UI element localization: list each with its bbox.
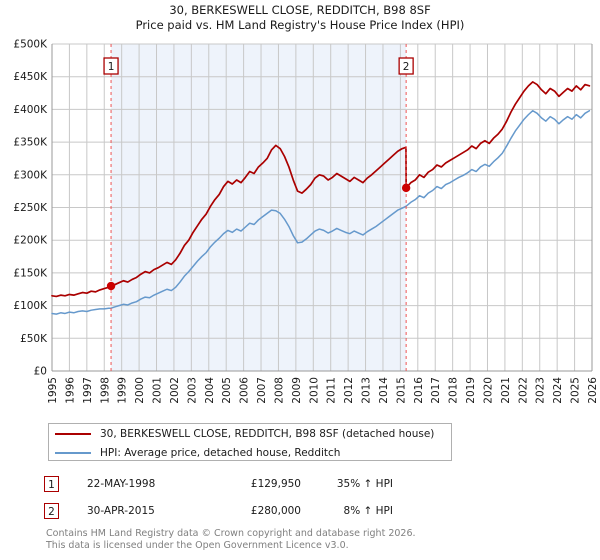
y-axis-tick-label: £400K	[13, 104, 48, 116]
x-axis-tick-label: 2015	[395, 377, 407, 404]
title-subtitle: Price paid vs. HM Land Registry's House …	[135, 18, 465, 32]
transaction-marker-box-1	[103, 57, 119, 75]
y-axis-tick-label: £350K	[13, 137, 48, 149]
x-axis-tick-label: 2025	[570, 377, 582, 404]
x-axis-tick-label: 2014	[378, 377, 390, 404]
transaction-date-1: 22-MAY-1998	[87, 477, 156, 490]
legend-item-price-paid: 30, BERKESWELL CLOSE, REDDITCH, B98 8SF …	[49, 424, 451, 443]
title-address: 30, BERKESWELL CLOSE, REDDITCH, B98 8SF	[169, 3, 431, 17]
x-axis-tick-label: 2026	[587, 377, 599, 404]
x-axis-tick-label: 2016	[413, 377, 425, 404]
x-axis-tick-label: 2018	[448, 377, 460, 404]
transaction-badge-2: 2	[44, 502, 59, 519]
x-axis-tick-label: 2008	[273, 377, 285, 404]
transactions-table: 1 22-MAY-1998 £129,950 35% ↑ HPI 2 30-AP…	[44, 470, 464, 524]
legend-label-hpi: HPI: Average price, detached house, Redd…	[100, 446, 341, 459]
y-axis-tick-label: £150K	[13, 267, 48, 279]
x-axis-tick-label: 2023	[535, 377, 547, 404]
legend-swatch-hpi	[55, 451, 91, 454]
x-axis-tick-label: 2019	[465, 377, 477, 404]
x-axis-tick-label: 2021	[500, 377, 512, 404]
x-axis-tick-label: 1997	[82, 377, 94, 404]
x-axis-tick-label: 2024	[552, 377, 564, 404]
page-title: 30, BERKESWELL CLOSE, REDDITCH, B98 8SF …	[0, 3, 600, 33]
price-history-line-chart: £0 £50K £100K £150K £200K £250K £300K £350K £400…	[13, 39, 599, 404]
y-axis-tick-label: £200K	[13, 235, 48, 247]
x-axis-tick-label: 2007	[256, 377, 268, 404]
transaction-point-1	[106, 281, 116, 291]
footer-line-1: Contains HM Land Registry data © Crown c…	[46, 528, 416, 539]
transaction-marker-label-2: 2	[403, 61, 410, 73]
x-axis-tick-label: 2017	[430, 377, 442, 404]
x-axis-tick-label: 2020	[482, 377, 494, 404]
x-axis-tick-label: 2003	[186, 377, 198, 404]
y-axis-tick-label: £500K	[13, 39, 48, 51]
x-axis-tick-label: 2001	[152, 377, 164, 404]
x-axis-tick-label: 2002	[169, 377, 181, 404]
series-line-hpi	[51, 109, 591, 315]
series-line-price-paid	[51, 81, 591, 298]
x-axis-tick-label: 2010	[308, 377, 320, 404]
transaction-price-1: £129,950	[250, 477, 301, 490]
y-axis-tick-label: £0	[34, 366, 47, 378]
x-axis-tick-label: 2013	[361, 377, 373, 404]
copyright-footer: Contains HM Land Registry data © Crown c…	[46, 528, 586, 551]
transaction-date-2: 30-APR-2015	[87, 504, 155, 517]
x-axis-tick-label: 2005	[221, 377, 233, 404]
x-axis-tick-label: 2004	[204, 377, 216, 404]
table-row: 1 22-MAY-1998 £129,950 35% ↑ HPI	[44, 470, 464, 497]
x-axis-tick-label: 2012	[343, 377, 355, 404]
table-row: 2 30-APR-2015 £280,000 8% ↑ HPI	[44, 497, 464, 524]
chart-legend: 30, BERKESWELL CLOSE, REDDITCH, B98 8SF …	[48, 423, 452, 461]
y-axis-tick-label: £100K	[13, 300, 48, 312]
legend-swatch-price-paid	[55, 432, 91, 435]
transaction-marker-box-2	[398, 57, 414, 75]
transaction-marker-label-1: 1	[108, 61, 115, 73]
legend-label-price-paid: 30, BERKESWELL CLOSE, REDDITCH, B98 8SF …	[100, 427, 435, 440]
y-axis-tick-label: £50K	[20, 333, 48, 345]
transaction-hpi-2: 8% ↑ HPI	[343, 504, 393, 517]
x-axis-tick-label: 1995	[47, 377, 59, 404]
x-axis-tick-label: 1996	[64, 377, 76, 404]
x-axis-tick-label: 2009	[291, 377, 303, 404]
x-axis-tick-label: 1999	[117, 377, 129, 404]
x-axis-tick-label: 2011	[326, 377, 338, 404]
transaction-point-2	[401, 183, 411, 193]
legend-item-hpi: HPI: Average price, detached house, Redd…	[49, 443, 451, 462]
chart-plot-area: £0 £50K £100K £150K £200K £250K £300K £350K £400…	[13, 39, 599, 404]
footer-line-2: This data is licensed under the Open Gov…	[46, 539, 349, 551]
x-axis-tick-label: 1998	[99, 377, 111, 404]
y-axis-tick-label: £250K	[13, 202, 48, 214]
x-axis-tick-label: 2022	[517, 377, 529, 404]
transaction-badge-1: 1	[44, 475, 59, 492]
transaction-hpi-1: 35% ↑ HPI	[336, 477, 393, 490]
x-axis-tick-label: 2000	[134, 377, 146, 404]
y-axis-tick-label: £300K	[13, 169, 48, 181]
x-axis-tick-label: 2006	[239, 377, 251, 404]
y-axis-tick-label: £450K	[13, 71, 48, 83]
transaction-price-2: £280,000	[250, 504, 301, 517]
